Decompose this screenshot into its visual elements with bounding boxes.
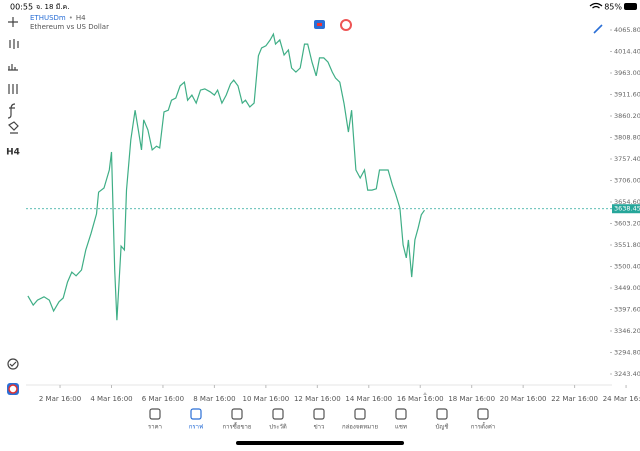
symbol-icon-mark	[317, 23, 322, 26]
nav-icon[interactable]	[190, 408, 202, 420]
x-tick-label: 20 Mar 16:00	[500, 395, 547, 403]
nav-label[interactable]: กล่องจดหมาย	[342, 424, 378, 431]
crosshair-tool[interactable]	[8, 17, 18, 27]
scroll-marker	[423, 392, 427, 395]
x-tick-label: 4 Mar 16:00	[90, 395, 132, 403]
nav-icon[interactable]	[436, 408, 448, 420]
y-tick-label: 3603.20	[614, 219, 640, 227]
y-tick-label: 3808.80	[614, 133, 640, 141]
x-tick-label: 10 Mar 16:00	[242, 395, 289, 403]
function-tool[interactable]	[7, 103, 16, 119]
nav-icon[interactable]	[272, 408, 284, 420]
indicators-tool[interactable]	[8, 84, 18, 94]
symbol-description: Ethereum vs US Dollar	[30, 23, 109, 31]
nav-icon[interactable]	[477, 408, 489, 420]
y-tick-label: 3294.80	[614, 348, 640, 356]
nav-icon[interactable]	[354, 408, 366, 420]
x-tick-label: 18 Mar 16:00	[448, 395, 495, 403]
symbol-title: ETHUSDm • H4	[30, 14, 86, 22]
x-tick-label: 12 Mar 16:00	[294, 395, 341, 403]
y-tick-label: 3706.00	[614, 176, 640, 184]
clock-hand	[9, 361, 17, 367]
y-tick-label: 3654.60	[614, 198, 640, 206]
app-logo-mark	[8, 384, 18, 394]
nav-label[interactable]: ประวัติ	[269, 424, 287, 431]
nav-icon[interactable]	[395, 408, 407, 420]
nav-label[interactable]: บัญชี	[436, 423, 449, 431]
y-tick-label: 3860.20	[614, 112, 640, 120]
volume-tool[interactable]	[8, 64, 18, 71]
nav-label[interactable]: ราคา	[148, 424, 162, 431]
y-tick-label: 3757.40	[614, 155, 640, 163]
y-tick-label: 3551.80	[614, 241, 640, 249]
timeframe-button[interactable]: H4	[6, 148, 20, 158]
status-date: จ. 18 มี.ค.	[36, 3, 69, 11]
y-tick-label: 4065.80	[614, 26, 640, 34]
symbol: ETHUSDm	[30, 14, 66, 22]
last-price-box	[612, 204, 640, 214]
battery-icon	[624, 3, 637, 10]
nav-icon[interactable]	[231, 408, 243, 420]
y-tick-label: 3449.00	[614, 284, 640, 292]
clock-tool[interactable]	[7, 358, 19, 370]
status-time: 00:55	[10, 3, 33, 12]
x-tick-label: 24 Mar 16:00	[603, 395, 640, 403]
nav-icon[interactable]	[149, 408, 161, 420]
currency-icon	[340, 19, 352, 31]
y-tick-label: 3397.60	[614, 305, 640, 313]
candles-tool[interactable]	[9, 39, 19, 49]
x-tick-label: 2 Mar 16:00	[39, 395, 81, 403]
price-line	[27, 32, 425, 321]
draw-tool[interactable]	[593, 24, 603, 34]
y-tick-label: 4014.40	[614, 47, 640, 55]
nav-label[interactable]: แชท	[395, 424, 407, 431]
wifi-icon	[589, 2, 603, 9]
y-tick-label: 3500.40	[614, 262, 640, 270]
y-tick-label: 3963.00	[614, 69, 640, 77]
nav-label[interactable]: กราฟ	[189, 424, 203, 431]
y-tick-label: 3911.60	[614, 90, 640, 98]
y-tick-label: 3243.40	[614, 370, 640, 378]
chart-timeframe: H4	[76, 14, 86, 22]
x-tick-label: 16 Mar 16:00	[397, 395, 444, 403]
plot-area	[27, 32, 425, 321]
x-tick-label: 22 Mar 16:00	[551, 395, 598, 403]
last-price-label: 3638.45	[614, 205, 640, 213]
nav-label[interactable]: การซื้อขาย	[223, 421, 252, 431]
x-tick-label: 6 Mar 16:00	[142, 395, 184, 403]
separator: •	[69, 14, 73, 22]
y-tick-label: 3346.20	[614, 327, 640, 335]
nav-icon[interactable]	[313, 408, 325, 420]
shapes-tool[interactable]	[8, 121, 19, 134]
nav-label[interactable]: ข่าว	[314, 424, 325, 431]
nav-label[interactable]: การตั้งค่า	[471, 421, 495, 431]
status-battery: 85%	[604, 3, 622, 12]
home-indicator	[236, 441, 404, 445]
x-tick-label: 8 Mar 16:00	[193, 395, 235, 403]
x-tick-label: 14 Mar 16:00	[345, 395, 392, 403]
